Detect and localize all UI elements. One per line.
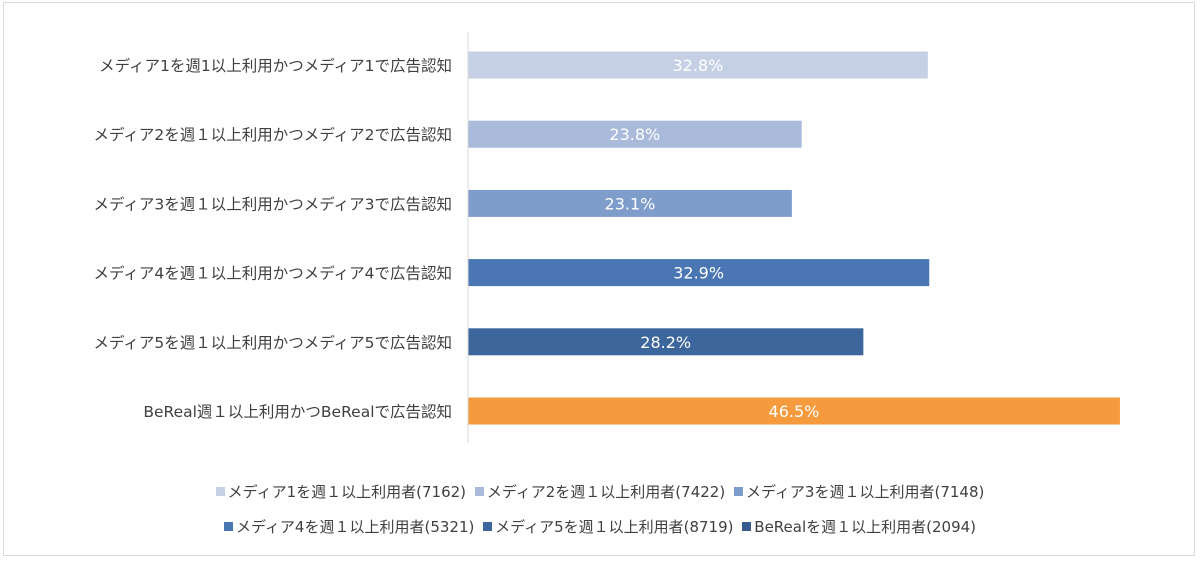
legend-swatch: [733, 487, 743, 496]
legend-row-2: メディア4を週１以上利用者(5321) メディア5を週１以上利用者(8719) …: [0, 516, 1200, 537]
legend-swatch: [742, 522, 752, 531]
category-label: メディア3を週１以上利用かつメディア3で広告認知: [93, 194, 452, 213]
bar: [468, 328, 864, 356]
legend-row-1: メディア1を週１以上利用者(7162) メディア2を週１以上利用者(7422) …: [0, 481, 1200, 502]
legend-label: メディア4を週１以上利用者(5321): [235, 518, 475, 536]
legend-swatch: [223, 522, 233, 531]
bar: [468, 397, 1120, 425]
data-label: 46.5%: [769, 402, 820, 421]
legend-item: メディア3を週１以上利用者(7148): [733, 481, 985, 502]
data-label: 23.8%: [609, 125, 660, 144]
category-label: メディア2を週１以上利用かつメディア2で広告認知: [93, 125, 452, 144]
bar: [468, 189, 792, 217]
legend-item: BeRealを週１以上利用者(2094): [742, 516, 976, 537]
legend-item: メディア5を週１以上利用者(8719): [483, 516, 734, 537]
data-label: 28.2%: [640, 333, 691, 352]
legend-swatch: [474, 487, 484, 496]
legend-swatch: [215, 487, 225, 496]
category-label: メディア5を週１以上利用かつメディア5で広告認知: [93, 333, 452, 352]
legend-label: メディア3を週１以上利用者(7148): [745, 483, 985, 501]
bar: [468, 51, 928, 79]
legend-label: メディア2を週１以上利用者(7422): [486, 483, 726, 501]
data-label: 23.1%: [605, 194, 656, 213]
chart-frame: [3, 2, 1195, 556]
category-label: メディア4を週１以上利用かつメディア4で広告認知: [93, 264, 452, 283]
legend-label: メディア5を週１以上利用者(8719): [495, 518, 734, 536]
legend-item: メディア2を週１以上利用者(7422): [474, 481, 726, 502]
data-label: 32.9%: [673, 264, 724, 283]
category-label: メディア1を週1以上利用かつメディア1で広告認知: [99, 56, 452, 75]
category-label: BeReal週１以上利用かつBeRealで広告認知: [143, 403, 452, 421]
legend-item: メディア1を週１以上利用者(7162): [215, 481, 467, 502]
legend-label: メディア1を週１以上利用者(7162): [227, 483, 467, 501]
legend-swatch: [483, 522, 493, 531]
legend-item: メディア4を週１以上利用者(5321): [223, 516, 475, 537]
bar: [468, 259, 930, 287]
data-label: 32.8%: [673, 56, 724, 75]
bar: [468, 120, 802, 148]
legend-label: BeRealを週１以上利用者(2094): [754, 518, 977, 536]
